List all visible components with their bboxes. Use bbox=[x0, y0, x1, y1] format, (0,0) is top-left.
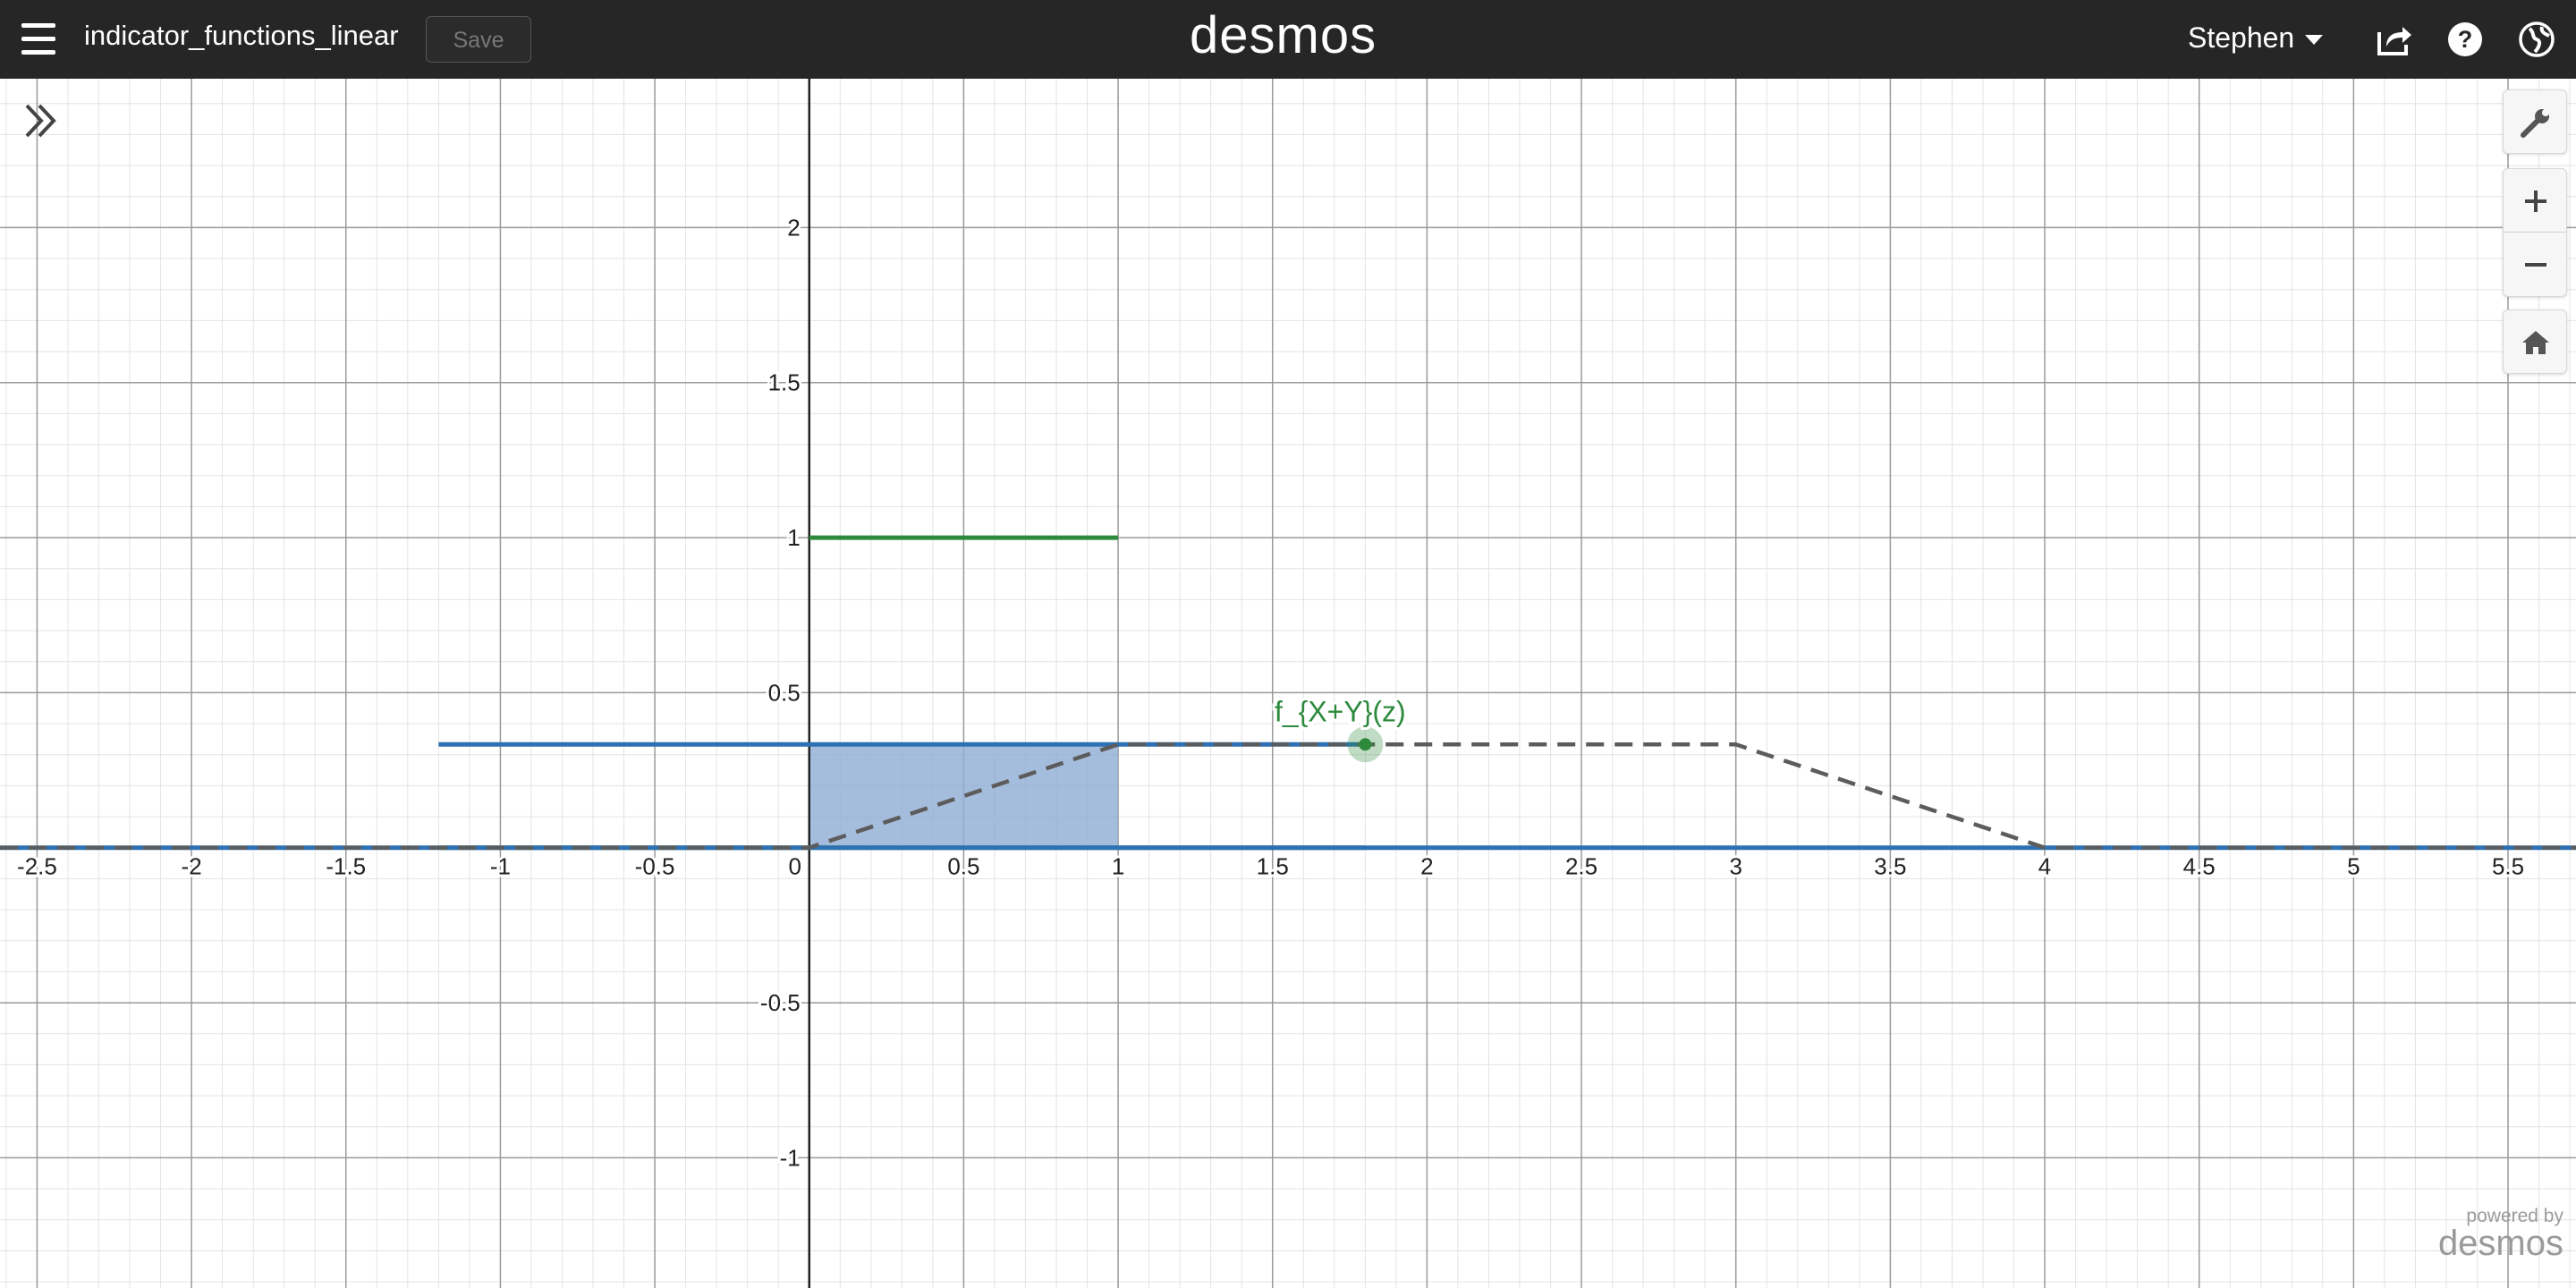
save-button[interactable]: Save bbox=[426, 16, 531, 63]
x-tick-label: 0 bbox=[789, 853, 801, 880]
user-menu[interactable]: Stephen bbox=[2188, 21, 2324, 55]
y-tick-label: 1.5 bbox=[768, 369, 801, 396]
zoom-out-icon[interactable] bbox=[2503, 233, 2567, 297]
major-grid bbox=[0, 79, 2576, 1288]
shaded-region bbox=[809, 744, 1119, 848]
powered-by-desmos: powered by desmos bbox=[2411, 1206, 2563, 1261]
default-viewport-home-icon[interactable] bbox=[2503, 309, 2567, 374]
x-tick-label: 3 bbox=[1729, 853, 1741, 880]
x-tick-label: -2 bbox=[182, 853, 202, 880]
x-tick-label: 1.5 bbox=[1257, 853, 1289, 880]
x-tick-label: -1 bbox=[490, 853, 511, 880]
graph-title[interactable]: indicator_functions_linear bbox=[84, 20, 399, 51]
x-tick-label: 2 bbox=[1420, 853, 1433, 880]
y-tick-label: 1 bbox=[787, 524, 800, 551]
x-tick-label: 5 bbox=[2347, 853, 2360, 880]
x-tick-label: 1 bbox=[1112, 853, 1124, 880]
top-bar: indicator_functions_linear Save desmos S… bbox=[0, 0, 2576, 79]
axes bbox=[0, 79, 2576, 1288]
desmos-logo: desmos bbox=[1190, 6, 1377, 64]
x-tick-label: 5.5 bbox=[2492, 853, 2524, 880]
powered-by-text: powered by bbox=[2466, 1206, 2563, 1226]
powered-by-logo: desmos bbox=[2437, 1224, 2563, 1263]
chevron-down-icon bbox=[2305, 35, 2324, 46]
y-tick-label: -0.5 bbox=[760, 989, 801, 1016]
x-tick-label: -0.5 bbox=[635, 853, 675, 880]
share-icon[interactable] bbox=[2374, 20, 2413, 59]
zoom-in-icon[interactable] bbox=[2503, 168, 2567, 233]
point-marker bbox=[1359, 738, 1372, 751]
y-tick-label: 0.5 bbox=[768, 679, 801, 706]
series-layer bbox=[0, 535, 2576, 851]
y-tick-label: 2 bbox=[787, 214, 800, 241]
point-layer[interactable]: f_{X+Y}(z) bbox=[1272, 692, 1409, 763]
series-2-segment-0 bbox=[0, 742, 2576, 850]
settings-wrench-icon[interactable] bbox=[2503, 89, 2567, 154]
menu-icon[interactable] bbox=[18, 20, 59, 59]
graph-paper[interactable]: -2.5 -2 -1.5 -1 -0.5 0 0.5 1 1.5 2 2.5 3 3.5 4 4.5 5 5.5… bbox=[0, 79, 2576, 1288]
svg-text:?: ? bbox=[2458, 26, 2473, 53]
expand-expressions-icon[interactable] bbox=[23, 100, 61, 141]
user-name: Stephen bbox=[2188, 21, 2295, 54]
y-tick-label: -1 bbox=[780, 1144, 801, 1171]
minor-grid bbox=[0, 79, 2576, 1288]
x-tick-label: 3.5 bbox=[1874, 853, 1906, 880]
x-tick-label: 2.5 bbox=[1565, 853, 1597, 880]
x-tick-label: 0.5 bbox=[947, 853, 979, 880]
x-tick-label: -1.5 bbox=[326, 853, 366, 880]
language-globe-icon[interactable] bbox=[2517, 20, 2556, 59]
x-tick-label: 4.5 bbox=[2183, 853, 2216, 880]
x-tick-label: -2.5 bbox=[17, 853, 57, 880]
x-tick-label: 4 bbox=[2038, 853, 2051, 880]
point-label: f_{X+Y}(z) bbox=[1275, 695, 1406, 727]
help-icon[interactable]: ? bbox=[2445, 20, 2485, 59]
shaded-region-layer bbox=[809, 744, 1119, 848]
tick-labels: -2.5 -2 -1.5 -1 -0.5 0 0.5 1 1.5 2 2.5 3 3.5 4 4.5 5 5.5… bbox=[14, 211, 2527, 1174]
